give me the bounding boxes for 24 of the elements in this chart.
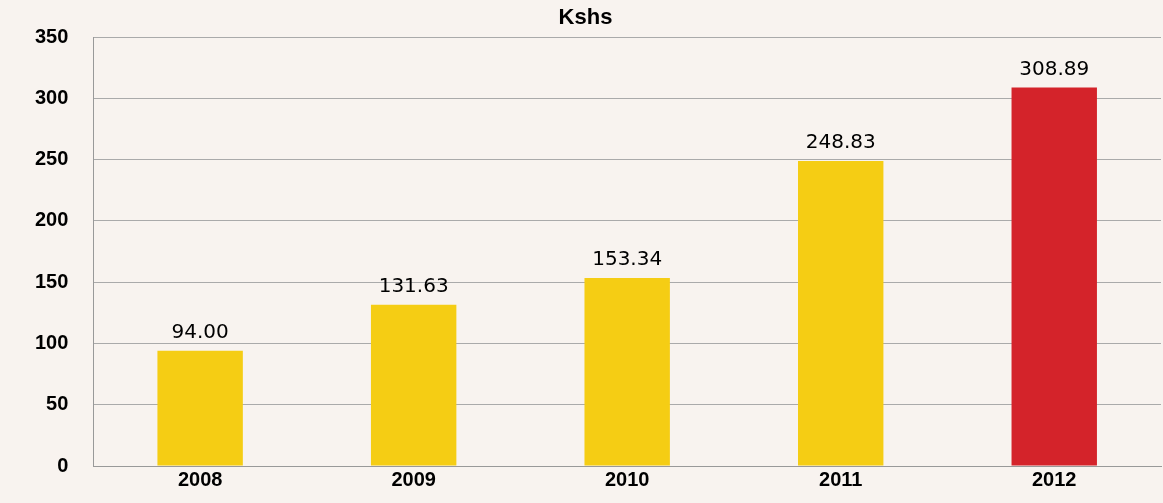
bar [1011, 87, 1097, 466]
y-tick-label: 150 [34, 269, 69, 292]
bar [584, 278, 670, 466]
data-label: 94.00 [171, 318, 229, 343]
bar [370, 304, 457, 466]
x-tick-label: 2010 [604, 467, 650, 490]
bar [157, 350, 243, 466]
y-tick-label: 0 [57, 453, 69, 476]
bar [798, 161, 884, 466]
y-tick-label: 250 [34, 147, 69, 170]
data-label: 153.34 [592, 246, 663, 271]
y-tick-label: 50 [46, 392, 69, 415]
y-tick-label: 300 [34, 85, 69, 108]
x-tick-label: 2011 [819, 467, 863, 490]
data-label: 131.63 [378, 272, 449, 297]
y-tick-label: 200 [34, 208, 69, 231]
y-tick-label: 100 [34, 330, 69, 353]
data-label: 308.89 [1019, 55, 1090, 80]
y-tick-label: 350 [34, 24, 69, 47]
x-tick-label: 2012 [1031, 467, 1077, 490]
x-tick-label: 2009 [391, 467, 436, 490]
x-tick-label: 2008 [177, 467, 223, 490]
data-label: 248.83 [805, 129, 876, 154]
chart-title: Kshs [558, 3, 613, 29]
